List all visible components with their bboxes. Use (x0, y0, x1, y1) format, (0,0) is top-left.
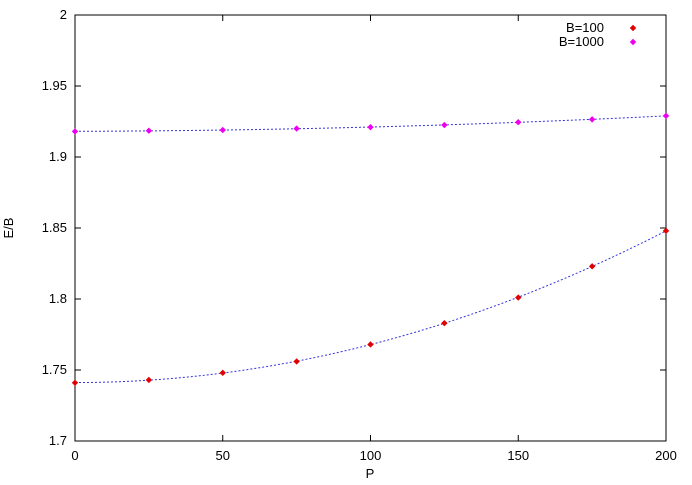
y-tick-label: 1.9 (49, 149, 67, 164)
x-tick-label: 50 (216, 448, 230, 463)
data-point-series-1 (145, 127, 153, 134)
data-point-series-0 (367, 341, 374, 348)
y-tick-label: 1.85 (42, 220, 67, 235)
data-point-series-1 (71, 128, 79, 135)
x-axis-label: P (366, 466, 375, 481)
y-tick-label: 1.75 (42, 362, 67, 377)
data-point-series-0 (145, 376, 153, 384)
data-point-series-0 (515, 294, 522, 301)
data-point-series-0 (588, 263, 596, 270)
data-point-series-1 (588, 116, 596, 123)
data-point-series-1 (219, 126, 226, 134)
y-tick-label: 1.8 (49, 291, 67, 306)
data-point-series-0 (71, 379, 79, 386)
data-point-series-1 (293, 125, 300, 132)
y-tick-label: 1.95 (42, 78, 67, 93)
data-point-series-1 (662, 112, 670, 120)
y-axis-label: E/B (1, 218, 16, 239)
plot-frame (74, 14, 667, 442)
legend-label: B=1000 (559, 34, 604, 49)
x-tick-label: 0 (71, 448, 78, 463)
data-point-series-1 (441, 121, 448, 129)
data-points (71, 112, 670, 386)
data-point-series-0 (219, 369, 226, 377)
data-point-series-1 (367, 123, 374, 131)
data-point-series-0 (293, 358, 300, 365)
data-point-series-0 (441, 319, 448, 327)
legend-label: B=100 (566, 20, 604, 35)
fit-curve-series-0 (74, 230, 667, 384)
x-tick-label: 150 (507, 448, 529, 463)
x-tick-label: 200 (655, 448, 677, 463)
x-axis-ticks: 0 50 100 150 200 (71, 15, 677, 463)
legend-marker (629, 24, 637, 32)
y-axis-ticks: 1.7 1.75 1.8 1.85 1.9 1.95 2 (42, 7, 666, 448)
data-point-series-0 (662, 227, 670, 235)
data-point-series-1 (515, 119, 522, 126)
x-tick-label: 100 (360, 448, 382, 463)
y-tick-label: 1.7 (49, 433, 67, 448)
fit-curve-series-1 (74, 115, 667, 132)
fit-curves (74, 115, 667, 384)
y-tick-label: 2 (60, 7, 67, 22)
legend-marker (629, 38, 637, 46)
